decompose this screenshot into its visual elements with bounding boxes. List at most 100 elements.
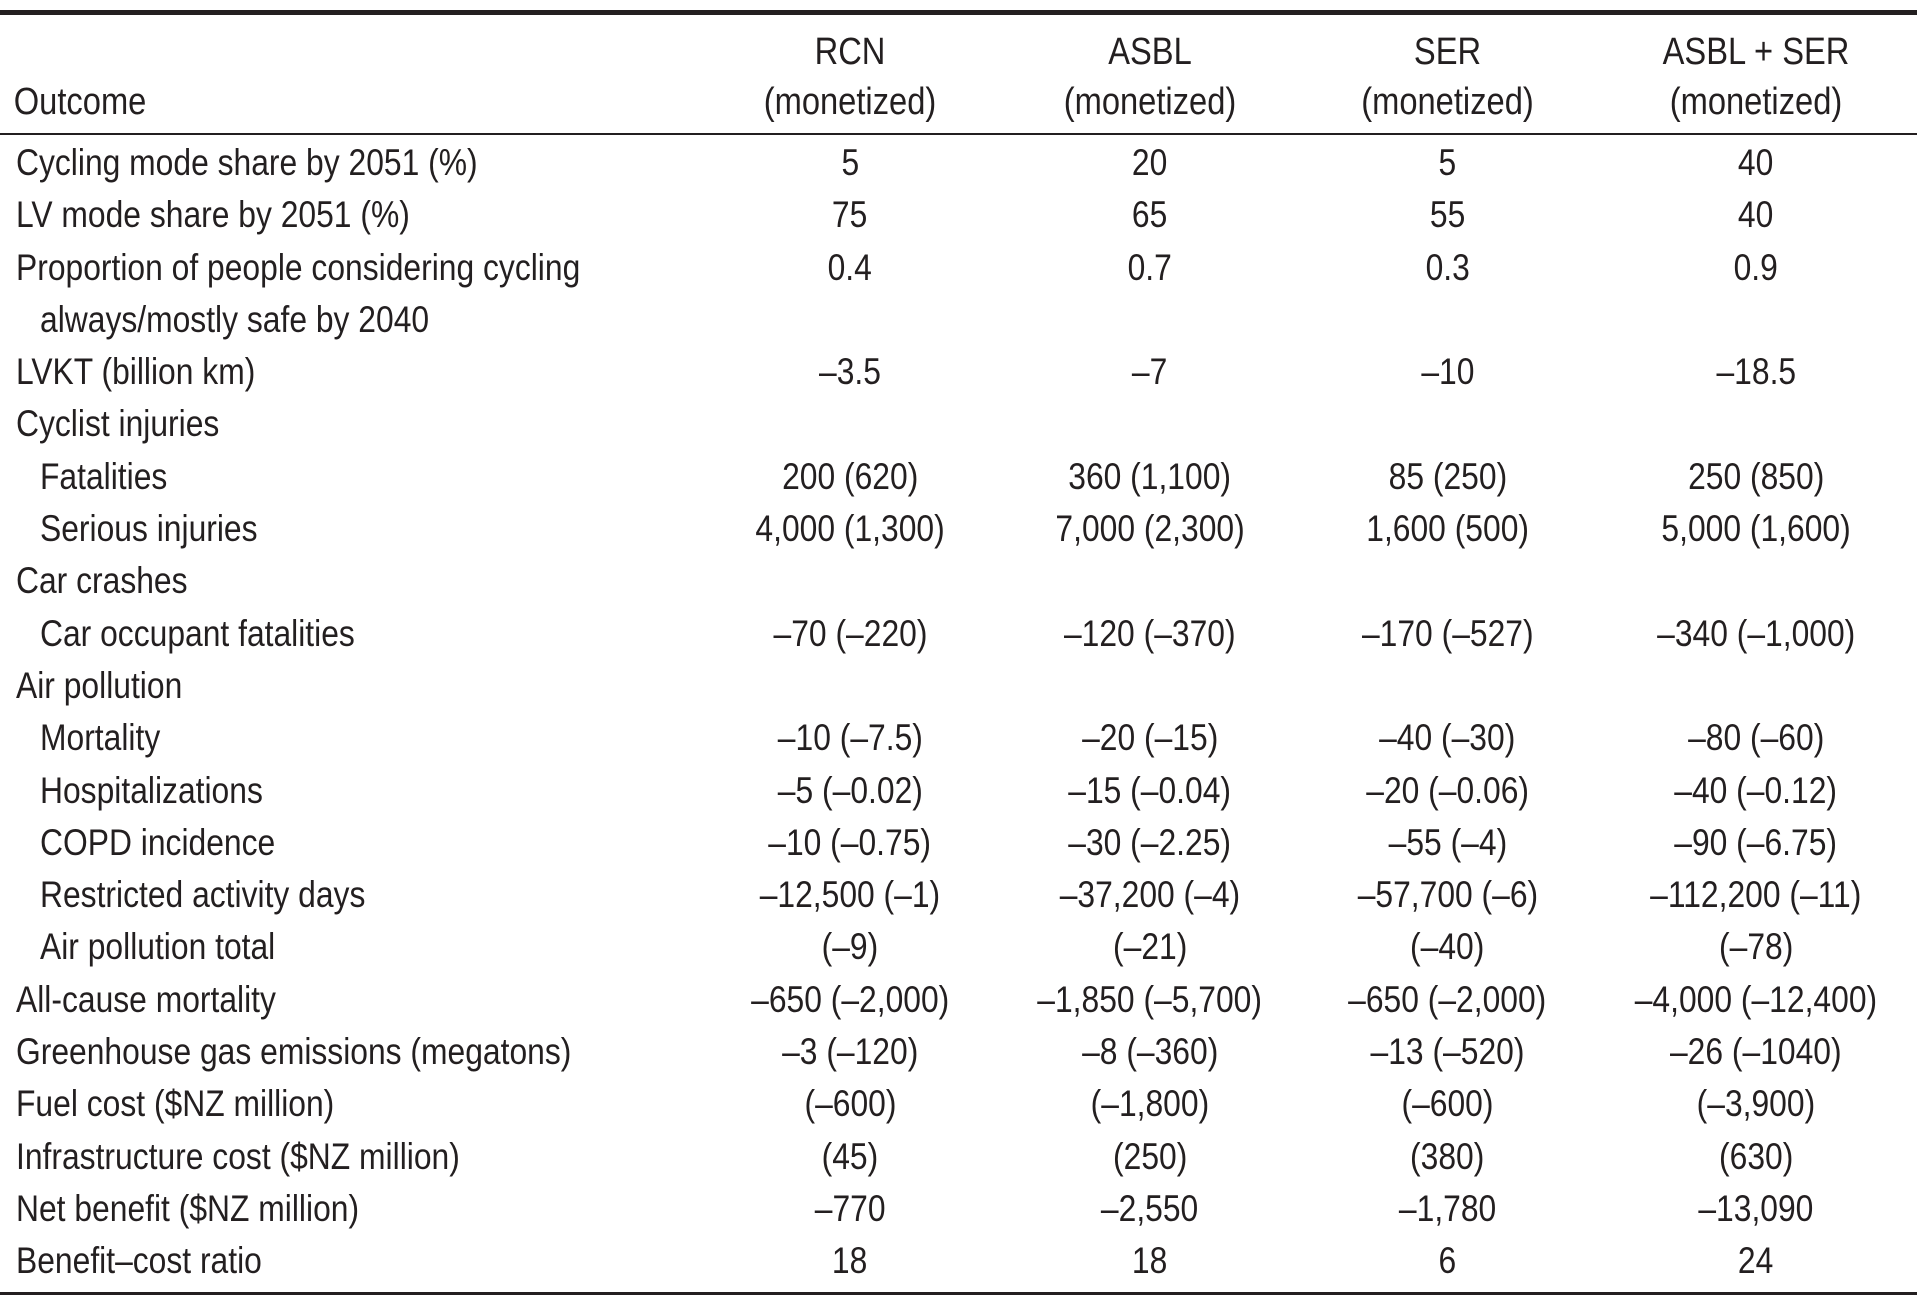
row-label: Net benefit ($NZ million): [0, 1183, 700, 1235]
cell-asbl-ser: 5,000 (1,600): [1595, 503, 1917, 555]
cell-value: –120 (–370): [1064, 612, 1236, 654]
row-label-text: Restricted activity days: [40, 874, 366, 916]
cell-ser: –10: [1300, 346, 1595, 398]
row-car-occupant-fatalities: Car occupant fatalities –70 (–220) –120 (–…: [0, 608, 1917, 660]
cell-value: –8 (–360): [1081, 1031, 1219, 1073]
cell-ser: –20 (–0.06): [1300, 765, 1595, 817]
header-asbl-line1: ASBL: [1108, 31, 1192, 73]
cell-value: (–600): [804, 1083, 896, 1125]
cell-value: –12,500 (–1): [759, 874, 941, 916]
row-infrastructure-cost: Infrastructure cost ($NZ million) (45) (25…: [0, 1131, 1917, 1183]
cell-value: –3 (–120): [781, 1031, 919, 1073]
row-label: Benefit–cost ratio: [0, 1235, 700, 1291]
cell-value: 20: [1132, 142, 1168, 183]
cell-value: 40: [1738, 194, 1774, 236]
row-label-text: Net benefit ($NZ million): [16, 1187, 360, 1229]
cell-value: –3.5: [819, 351, 881, 393]
cell-asbl-ser: [1595, 555, 1917, 607]
cell-value: –26 (–1040): [1670, 1031, 1842, 1073]
cell-ser: 1,600 (500): [1300, 503, 1595, 555]
row-label-text: All-cause mortality: [16, 978, 276, 1020]
header-rule: [0, 133, 1917, 135]
cell-asbl-ser: –18.5: [1595, 346, 1917, 398]
cell-ser: –57,700 (–6): [1300, 869, 1595, 921]
row-benefit-cost-ratio: Benefit–cost ratio 18 18 6 24: [0, 1235, 1917, 1291]
header-rcn: RCN (monetized): [721, 15, 979, 133]
cell-value: –13 (–520): [1370, 1031, 1525, 1073]
cell-value: (–600): [1401, 1083, 1494, 1125]
cell-value: (630): [1718, 1135, 1794, 1177]
cell-value: 18: [1132, 1240, 1168, 1282]
bottom-rule: [0, 1291, 1917, 1295]
row-copd-incidence: COPD incidence –10 (–0.75) –30 (–2.25) –55 …: [0, 817, 1917, 869]
cell-asbl: –30 (–2.25): [1000, 817, 1300, 869]
cell-value: 0.3: [1425, 246, 1470, 288]
cell-value: –90 (–6.75): [1674, 821, 1838, 863]
cell-asbl: [1000, 294, 1300, 346]
cell-ser: 5: [1300, 135, 1595, 189]
cell-asbl-ser: 0.9: [1595, 242, 1917, 294]
cell-value: –57,700 (–6): [1357, 874, 1538, 916]
header-rcn-line1: RCN: [814, 31, 886, 73]
header-asbl-ser-line1: ASBL + SER: [1662, 31, 1850, 73]
cell-rcn: 4,000 (1,300): [700, 503, 1000, 555]
cell-value: 360 (1,100): [1068, 455, 1232, 497]
cell-value: –20 (–0.06): [1366, 769, 1529, 811]
row-serious-injuries: Serious injuries 4,000 (1,300) 7,000 (2,30…: [0, 503, 1917, 555]
cell-value: –40 (–0.12): [1674, 769, 1838, 811]
cell-asbl: 20: [1000, 135, 1300, 189]
cell-asbl-ser: –26 (–1040): [1595, 1026, 1917, 1078]
row-label: Car crashes: [0, 555, 700, 607]
cell-value: (–9): [821, 926, 879, 968]
cell-rcn: 75: [700, 189, 1000, 241]
cell-value: –10 (–7.5): [777, 717, 923, 759]
row-label: always/mostly safe by 2040: [0, 294, 700, 346]
cell-asbl-ser: –40 (–0.12): [1595, 765, 1917, 817]
row-label: Cycling mode share by 2051 (%): [0, 135, 700, 189]
row-label-text: Air pollution: [16, 664, 183, 706]
cell-asbl: –1,850 (–5,700): [1000, 974, 1300, 1026]
cell-asbl-ser: –13,090: [1595, 1183, 1917, 1235]
cell-ser: –13 (–520): [1300, 1026, 1595, 1078]
row-hospitalizations: Hospitalizations –5 (–0.02) –15 (–0.04) –20…: [0, 765, 1917, 817]
cell-value: –2,550: [1101, 1187, 1199, 1229]
cell-ser: (–40): [1300, 921, 1595, 973]
cell-asbl: [1000, 660, 1300, 712]
outcomes-table: Outcome RCN (monetized) ASBL (monetized)…: [0, 10, 1917, 1295]
row-label: Fatalities: [0, 451, 700, 503]
row-label: Mortality: [0, 712, 700, 764]
cell-value: –10 (–0.75): [768, 821, 932, 863]
cell-value: 5: [1438, 142, 1457, 183]
cell-ser: –650 (–2,000): [1300, 974, 1595, 1026]
header-ser-line1: SER: [1413, 31, 1482, 73]
cell-asbl: (–21): [1000, 921, 1300, 973]
row-label: All-cause mortality: [0, 974, 700, 1026]
cell-value: –20 (–15): [1081, 717, 1219, 759]
cell-value: (250): [1112, 1135, 1188, 1177]
row-air-pollution: Air pollution: [0, 660, 1917, 712]
cell-value: –30 (–2.25): [1068, 821, 1232, 863]
header-ser-line2: (monetized): [1361, 81, 1534, 123]
cell-value: 5: [841, 142, 859, 183]
cell-value: (–78): [1718, 926, 1794, 968]
cell-rcn: 0.4: [700, 242, 1000, 294]
row-label: LV mode share by 2051 (%): [0, 189, 700, 241]
cell-value: (–40): [1410, 926, 1485, 968]
cell-value: 1,600 (500): [1366, 508, 1529, 550]
row-greenhouse-gas: Greenhouse gas emissions (megatons) –3 (–…: [0, 1026, 1917, 1078]
row-label-text: Hospitalizations: [40, 769, 263, 811]
header-asbl: ASBL (monetized): [1021, 15, 1279, 133]
row-label-text: LVKT (billion km): [16, 351, 256, 393]
cell-rcn: [700, 660, 1000, 712]
outcomes-grid: Outcome RCN (monetized) ASBL (monetized)…: [0, 15, 1917, 133]
row-label: Restricted activity days: [0, 869, 700, 921]
cell-value: (45): [821, 1135, 879, 1177]
header-asbl-ser-line2: (monetized): [1669, 81, 1843, 123]
cell-value: 55: [1429, 194, 1466, 236]
cell-asbl-ser: 24: [1595, 1235, 1917, 1291]
cell-rcn: [700, 398, 1000, 450]
cell-value: –5 (–0.02): [777, 769, 923, 811]
cell-asbl: –15 (–0.04): [1000, 765, 1300, 817]
cell-value: 0.9: [1733, 246, 1779, 288]
row-label-text: Car crashes: [16, 560, 188, 602]
